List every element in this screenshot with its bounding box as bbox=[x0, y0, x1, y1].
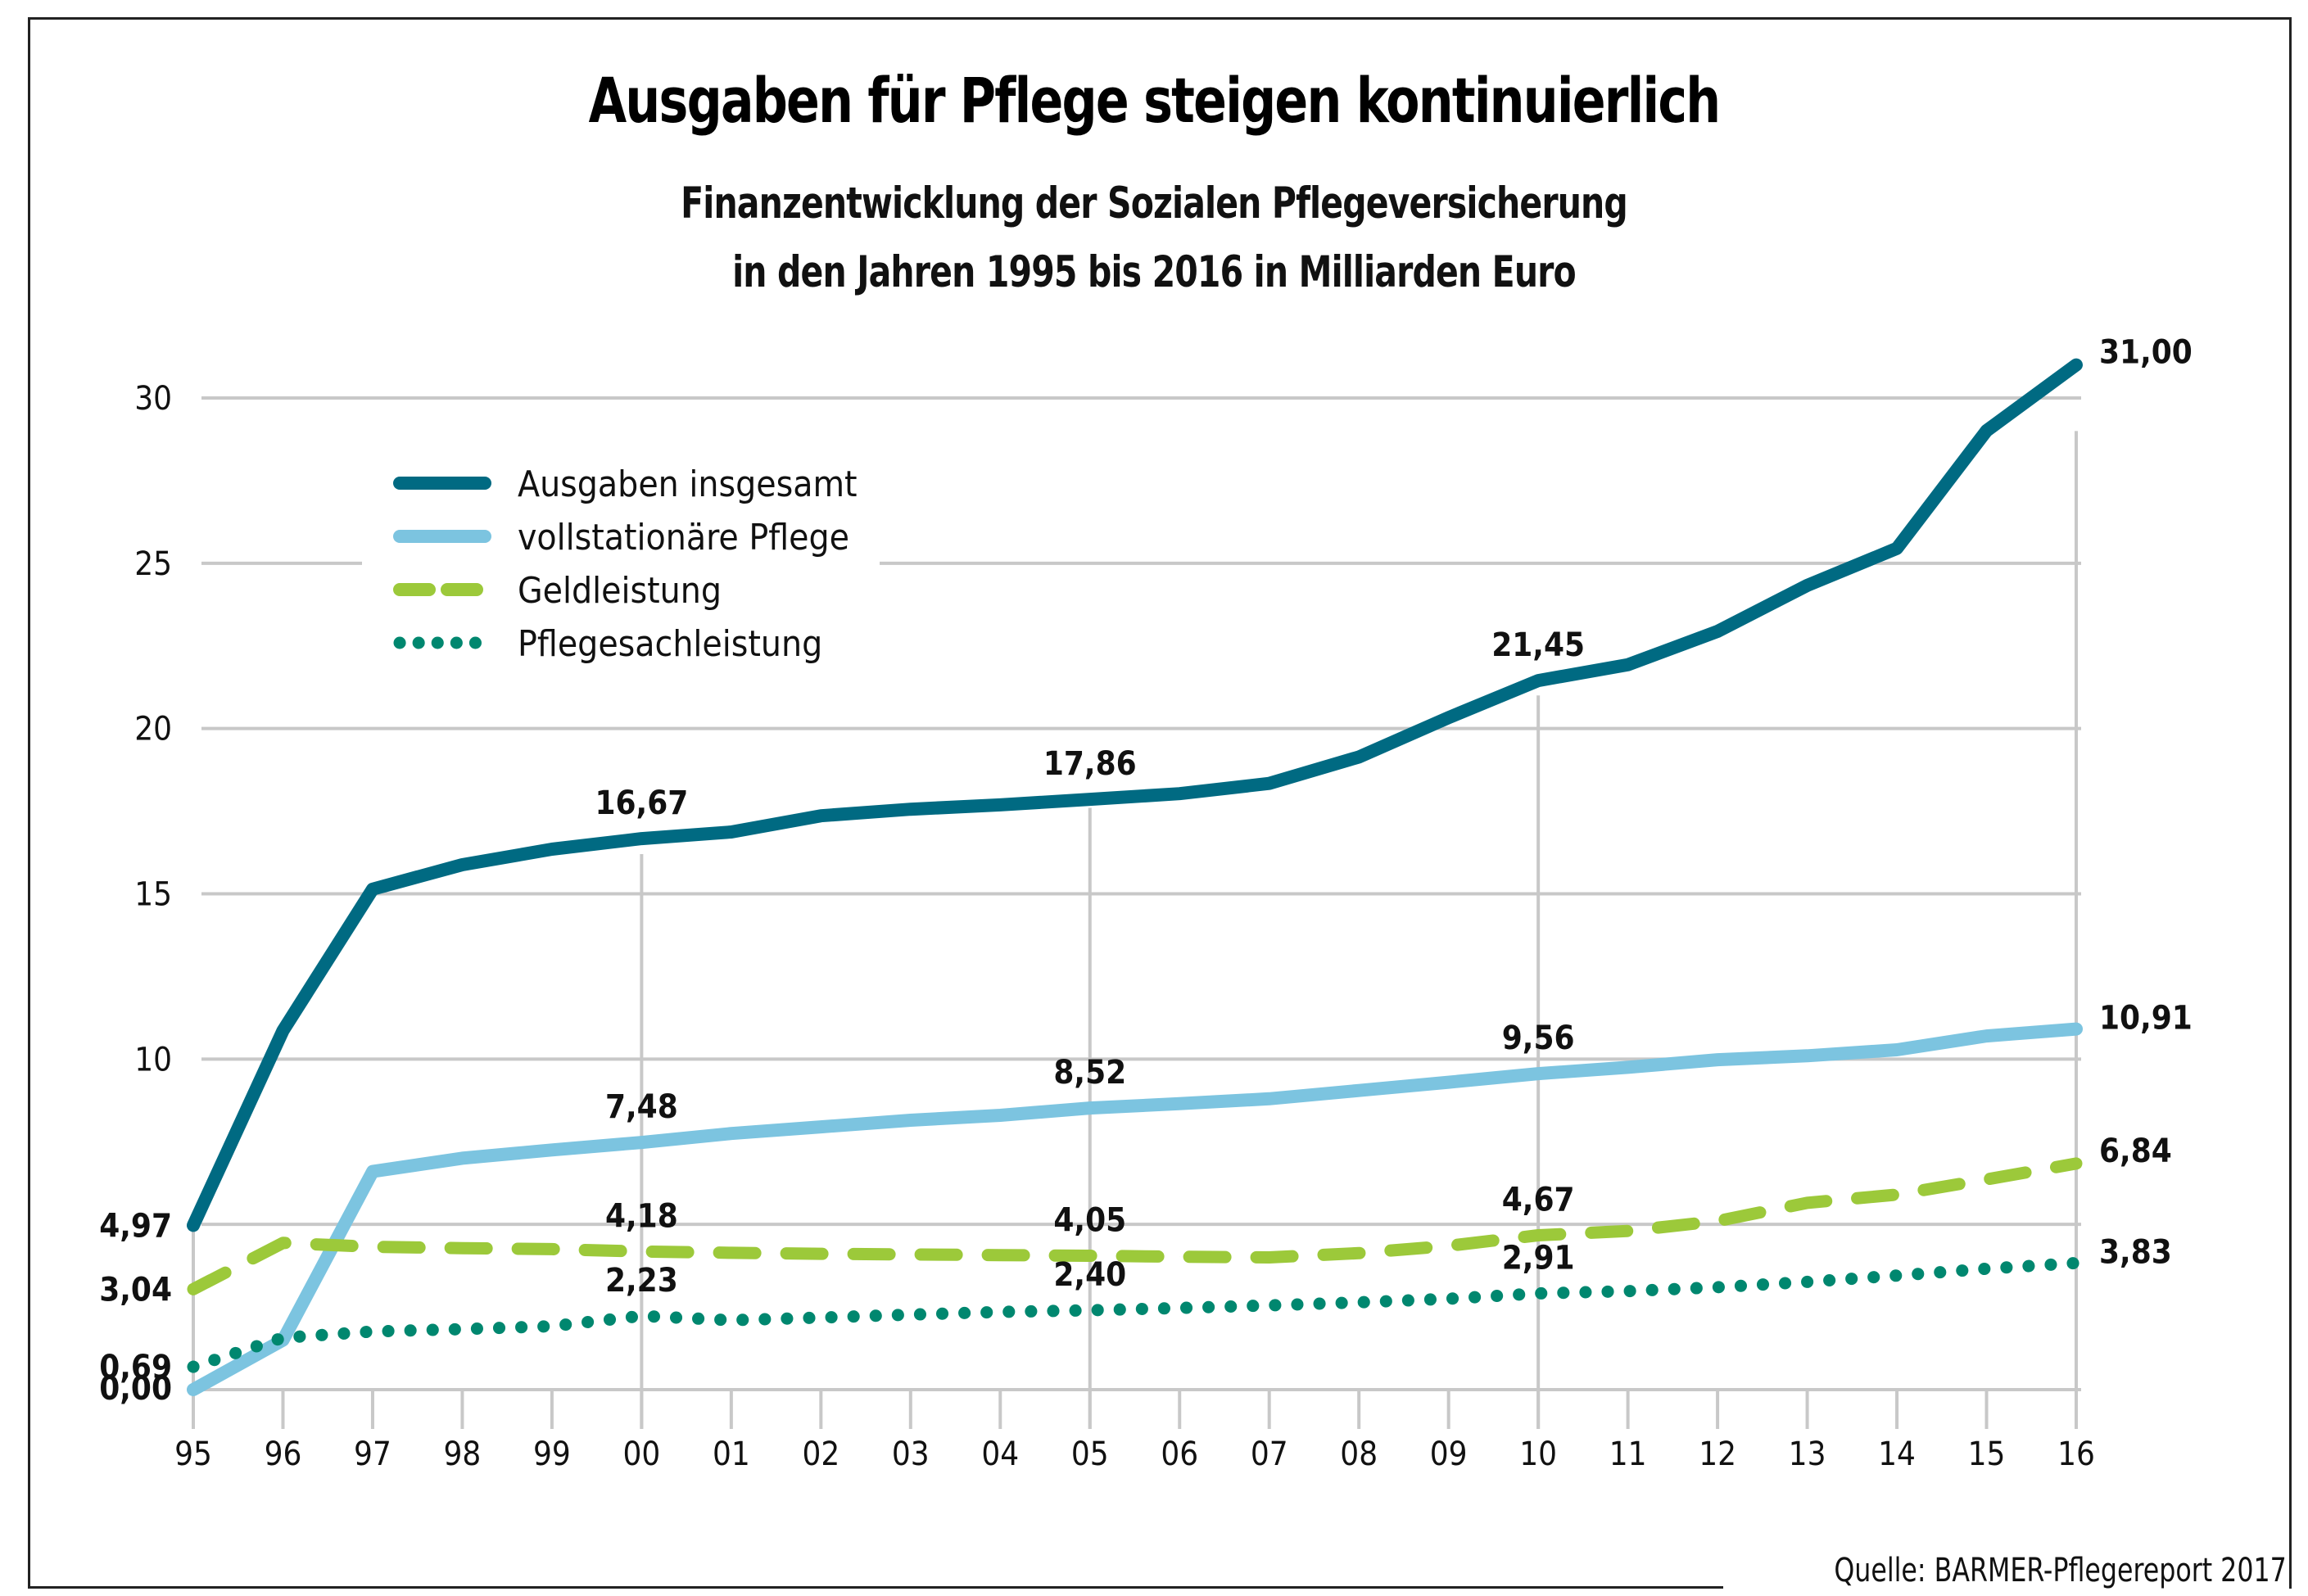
legend-label-1: vollstationäre Pflege bbox=[518, 517, 849, 558]
series-lines bbox=[187, 358, 2083, 1396]
x-tick-label: 99 bbox=[533, 1435, 571, 1473]
x-tick-label: 08 bbox=[1340, 1435, 1378, 1473]
series-line-0 bbox=[187, 358, 2083, 1232]
x-tick-label: 97 bbox=[354, 1435, 391, 1473]
y-tick-label: 15 bbox=[134, 876, 172, 914]
legend-label-0: Ausgaben insgesamt bbox=[518, 463, 858, 505]
x-tick-label: 06 bbox=[1161, 1435, 1198, 1473]
data-label: 4,67 bbox=[1502, 1181, 1575, 1218]
data-label: 10,91 bbox=[2099, 1000, 2193, 1038]
data-label: 8,52 bbox=[1053, 1054, 1126, 1092]
data-label: 2,91 bbox=[1502, 1240, 1575, 1277]
chart-subtitle-line-2: in den Jahren 1995 bis 2016 in Milliarde… bbox=[732, 247, 1577, 297]
x-tick-label: 98 bbox=[444, 1435, 482, 1473]
x-tick-label: 00 bbox=[622, 1435, 660, 1473]
x-tick-label: 02 bbox=[802, 1435, 839, 1473]
x-tick-label: 11 bbox=[1609, 1435, 1647, 1473]
chart-frame bbox=[28, 17, 2292, 1589]
data-label: 0,00 bbox=[99, 1370, 172, 1408]
data-labels: 4,97 16,67 17,86 21,45 31,00 0,00 7,48 8,52 9,56… bbox=[99, 334, 2193, 1408]
data-label: 0,69 bbox=[99, 1349, 172, 1386]
x-tick-label: 14 bbox=[1878, 1435, 1916, 1473]
series-line-3 bbox=[187, 1256, 2083, 1373]
data-label: 3,83 bbox=[2099, 1233, 2172, 1271]
y-tick-label: 10 bbox=[134, 1041, 172, 1078]
data-label: 2,23 bbox=[605, 1262, 678, 1300]
chart-subtitle-line-1: Finanzentwicklung der Sozialen Pflegever… bbox=[681, 179, 1628, 228]
data-label: 4,97 bbox=[99, 1207, 172, 1245]
frame-bottom-rule bbox=[28, 1586, 1723, 1589]
x-tick-label: 95 bbox=[174, 1435, 212, 1473]
data-label: 31,00 bbox=[2099, 334, 2193, 372]
source-note: Quelle: BARMER-Pflegereport 2017 bbox=[1834, 1552, 2287, 1589]
data-label: 7,48 bbox=[605, 1088, 678, 1126]
data-label: 2,40 bbox=[1053, 1256, 1126, 1294]
series-line-1 bbox=[187, 1022, 2083, 1396]
legend: Ausgaben insgesamt vollstationäre Pflege G… bbox=[393, 463, 858, 665]
x-tick-label: 04 bbox=[981, 1435, 1019, 1473]
y-axis: 10 15 20 25 30 bbox=[134, 380, 172, 1078]
data-label: 4,18 bbox=[605, 1197, 678, 1235]
x-tick-label: 16 bbox=[2057, 1435, 2095, 1473]
x-tick-label: 13 bbox=[1789, 1435, 1826, 1473]
y-tick-label: 25 bbox=[134, 545, 172, 583]
x-axis: 95 96 97 98 99 00 01 02 03 04 05 06 07 08 09 10 11 12 13 14… bbox=[174, 1390, 2095, 1473]
x-tick-label: 07 bbox=[1251, 1435, 1288, 1473]
data-label: 21,45 bbox=[1491, 626, 1585, 664]
x-tick-label: 05 bbox=[1071, 1435, 1109, 1473]
x-tick-label: 96 bbox=[265, 1435, 302, 1473]
legend-label-2: Geldleistung bbox=[518, 570, 722, 612]
x-tick-label: 03 bbox=[892, 1435, 930, 1473]
data-label: 17,86 bbox=[1043, 745, 1137, 783]
legend-label-3: Pflegesachleistung bbox=[518, 623, 822, 665]
x-tick-label: 01 bbox=[713, 1435, 750, 1473]
data-label: 16,67 bbox=[595, 784, 688, 822]
x-tick-label: 10 bbox=[1519, 1435, 1557, 1473]
data-label: 3,04 bbox=[99, 1271, 172, 1309]
data-label: 9,56 bbox=[1502, 1020, 1575, 1057]
y-tick-label: 30 bbox=[134, 380, 172, 418]
x-tick-label: 12 bbox=[1699, 1435, 1736, 1473]
chart-title: Ausgaben für Pflege steigen kontinuierli… bbox=[588, 64, 1722, 137]
y-tick-label: 20 bbox=[134, 711, 172, 748]
data-label: 6,84 bbox=[2099, 1133, 2172, 1170]
data-label: 4,05 bbox=[1053, 1202, 1126, 1240]
series-line-2 bbox=[187, 1157, 2083, 1295]
x-tick-label: 09 bbox=[1430, 1435, 1468, 1473]
x-tick-label: 15 bbox=[1968, 1435, 2006, 1473]
